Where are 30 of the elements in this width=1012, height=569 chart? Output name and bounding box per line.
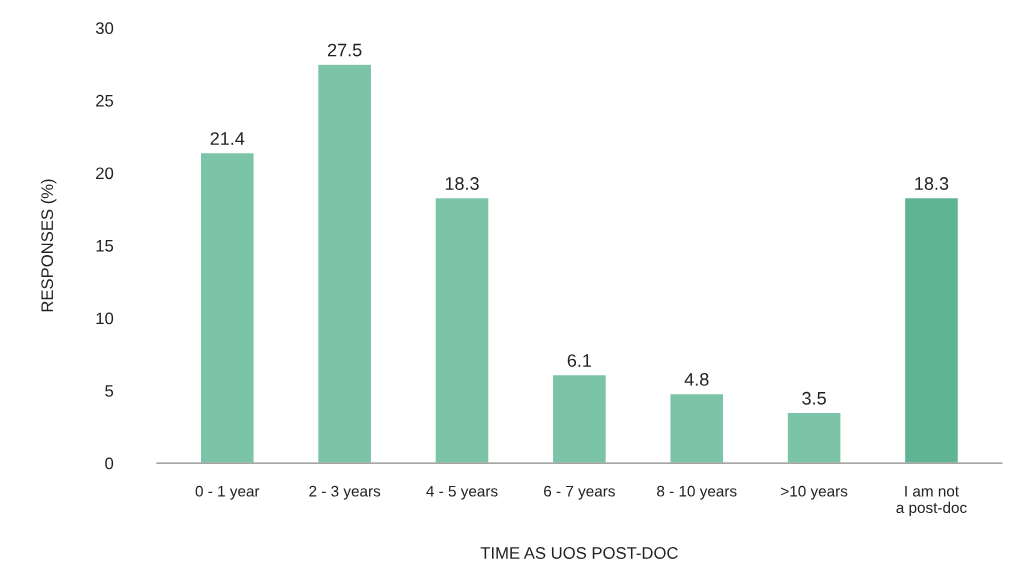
bar: [199, 151, 255, 464]
data-label: 18.3: [915, 177, 949, 190]
data-label: 4.8: [684, 373, 709, 386]
bar: [786, 411, 842, 464]
x-tick-label: 8 - 10 years: [657, 485, 737, 500]
x-tick-label: 6 - 7 years: [544, 485, 615, 500]
x-tick-label: I am not a post-doc: [896, 485, 967, 517]
bar: [669, 392, 725, 464]
x-axis-title: TIME AS UOS POST-DOC: [480, 547, 678, 559]
data-label: 3.5: [802, 391, 826, 405]
bar: [903, 196, 960, 464]
y-tick-label: 15: [96, 240, 114, 252]
data-label: 18.3: [445, 177, 479, 190]
y-tick-label: 10: [96, 312, 114, 325]
bar: [316, 63, 373, 464]
y-axis-title: RESPONSES (%): [40, 179, 57, 312]
x-tick-label: 2 - 3 years: [309, 485, 381, 500]
y-tick-label: 20: [96, 167, 114, 180]
y-tick-label: 25: [96, 94, 114, 107]
data-label: 6.1: [567, 354, 592, 367]
y-tick-label: 5: [105, 385, 114, 397]
x-tick-label: >10 years: [781, 485, 848, 500]
y-tick-label: 30: [95, 22, 114, 35]
bar: [434, 196, 490, 464]
bar: [551, 373, 608, 464]
x-tick-label: 4 - 5 years: [426, 485, 498, 500]
data-label: 21.4: [210, 132, 245, 145]
data-label: 27.5: [327, 43, 362, 57]
y-tick-label: 0: [105, 457, 114, 470]
x-tick-label: 0 - 1 year: [195, 485, 260, 500]
